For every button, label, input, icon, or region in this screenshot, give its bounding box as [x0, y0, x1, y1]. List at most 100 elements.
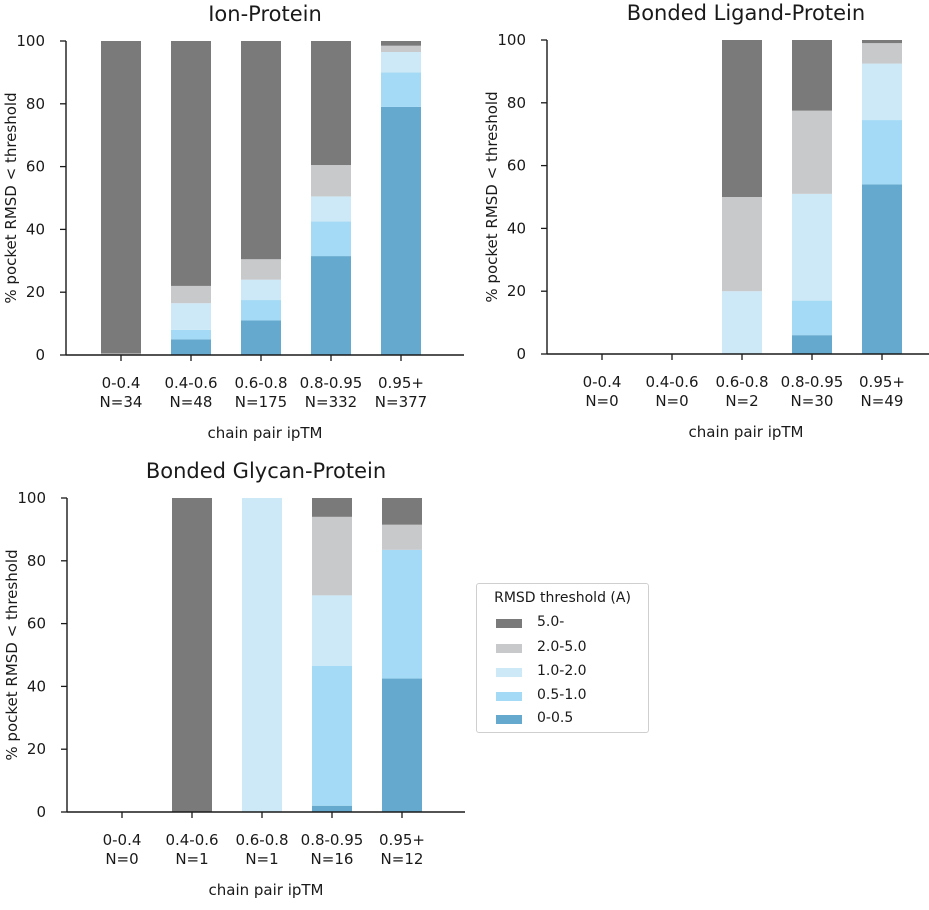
- bar-segment: [241, 279, 281, 301]
- bar-segment: [101, 41, 141, 354]
- legend-swatch: [496, 715, 522, 724]
- x-tick-count: N=1: [245, 850, 278, 868]
- x-tick-label: 0-0.4: [103, 831, 142, 849]
- y-tick-label: 40: [27, 677, 46, 695]
- bar-segment: [311, 196, 351, 222]
- y-tick-label: 0: [516, 345, 526, 363]
- legend-label: 5.0-: [537, 614, 565, 630]
- chart-panel-3: Bonded Glycan-Protein0-0.4N=00.4-0.6N=10…: [3, 459, 465, 899]
- bar-segment: [311, 41, 351, 166]
- legend-label: 1.0-2.0: [537, 663, 587, 679]
- bar-segment: [381, 51, 421, 73]
- bar-segment: [311, 165, 351, 197]
- bar-segment: [311, 256, 351, 355]
- y-tick-label: 40: [507, 219, 526, 237]
- y-tick-label: 40: [26, 220, 45, 238]
- bar-segment: [792, 300, 832, 336]
- bar-segment: [312, 516, 352, 596]
- bar-segment: [792, 110, 832, 194]
- x-tick-label: 0.6-0.8: [715, 373, 768, 391]
- x-tick-label: 0.6-0.8: [235, 831, 288, 849]
- bar-segment: [172, 498, 212, 812]
- legend-swatch: [496, 668, 522, 677]
- bar-segment: [862, 120, 902, 185]
- x-tick-label: 0.8-0.95: [300, 374, 363, 392]
- x-axis-label: chain pair ipTM: [689, 423, 804, 441]
- x-tick-count: N=377: [375, 393, 427, 411]
- chart-panel-1: Ion-Protein0-0.4N=340.4-0.6N=480.6-0.8N=…: [2, 2, 464, 442]
- bar-segment: [171, 41, 211, 286]
- x-tick-label: 0-0.4: [583, 373, 622, 391]
- chart-title: Ion-Protein: [208, 2, 322, 26]
- y-tick-label: 0: [35, 346, 45, 364]
- bar-segment: [171, 285, 211, 304]
- x-tick-count: N=16: [311, 850, 354, 868]
- bar-segment: [381, 45, 421, 52]
- bar-segment: [792, 40, 832, 111]
- y-tick-label: 20: [26, 283, 45, 301]
- x-tick-count: N=12: [381, 850, 424, 868]
- bar-segment: [241, 300, 281, 321]
- y-tick-label: 60: [26, 158, 45, 176]
- x-tick-count: N=34: [100, 393, 143, 411]
- x-tick-count: N=175: [235, 393, 287, 411]
- x-tick-count: N=2: [725, 392, 758, 410]
- bar-segment: [381, 72, 421, 107]
- bar-segment: [382, 498, 422, 525]
- chart-panel-2: Bonded Ligand-Protein0-0.4N=00.4-0.6N=00…: [483, 1, 929, 441]
- x-tick-label: 0.4-0.6: [165, 831, 218, 849]
- chart-title: Bonded Ligand-Protein: [627, 1, 865, 25]
- x-tick-label: 0.4-0.6: [645, 373, 698, 391]
- bar-segment: [722, 197, 762, 292]
- bar-segment: [382, 549, 422, 679]
- bar-segment: [722, 291, 762, 354]
- bar-segment: [792, 193, 832, 301]
- bar-segment: [862, 43, 902, 64]
- x-tick-label: 0.95+: [378, 374, 424, 392]
- bar-segment: [722, 40, 762, 197]
- bar-segment: [792, 335, 832, 354]
- bar-segment: [381, 106, 421, 355]
- bar-segment: [312, 595, 352, 666]
- x-tick-label: 0.4-0.6: [164, 374, 217, 392]
- x-tick-label: 0.95+: [859, 373, 905, 391]
- bar-segment: [242, 498, 282, 812]
- bar-segment: [382, 678, 422, 812]
- chart-title: Bonded Glycan-Protein: [146, 459, 386, 483]
- x-axis-label: chain pair ipTM: [208, 424, 323, 442]
- x-tick-label: 0.6-0.8: [234, 374, 287, 392]
- x-tick-count: N=0: [655, 392, 688, 410]
- x-tick-count: N=49: [861, 392, 904, 410]
- x-tick-count: N=332: [305, 393, 357, 411]
- x-tick-label: 0.8-0.95: [301, 831, 364, 849]
- bar-segment: [171, 339, 211, 355]
- legend-swatch: [496, 692, 522, 701]
- legend-label: 0.5-1.0: [537, 687, 587, 703]
- y-tick-label: 20: [507, 282, 526, 300]
- bar-segment: [241, 41, 281, 260]
- bar-segment: [241, 259, 281, 280]
- y-tick-label: 80: [507, 94, 526, 112]
- bar-segment: [311, 221, 351, 257]
- x-tick-label: 0.95+: [379, 831, 425, 849]
- bar-segment: [312, 665, 352, 806]
- y-tick-label: 20: [27, 740, 46, 758]
- bar-segment: [101, 353, 141, 355]
- y-axis-label: % pocket RMSD < threshold: [3, 549, 21, 760]
- y-tick-label: 80: [27, 552, 46, 570]
- bar-segment: [312, 498, 352, 517]
- x-tick-count: N=0: [105, 850, 138, 868]
- y-tick-label: 100: [16, 32, 45, 50]
- bar-segment: [241, 320, 281, 355]
- legend-swatch: [496, 619, 522, 628]
- y-tick-label: 100: [497, 31, 526, 49]
- legend: RMSD threshold (A) 5.0- 2.0-5.0 1.0-2.0 …: [476, 583, 649, 733]
- x-tick-count: N=48: [170, 393, 213, 411]
- legend-label: 0-0.5: [537, 710, 574, 726]
- bar-segment: [862, 40, 902, 44]
- legend-swatch: [496, 644, 522, 653]
- x-axis-label: chain pair ipTM: [209, 881, 324, 899]
- bar-segment: [171, 329, 211, 340]
- x-tick-label: 0-0.4: [102, 374, 141, 392]
